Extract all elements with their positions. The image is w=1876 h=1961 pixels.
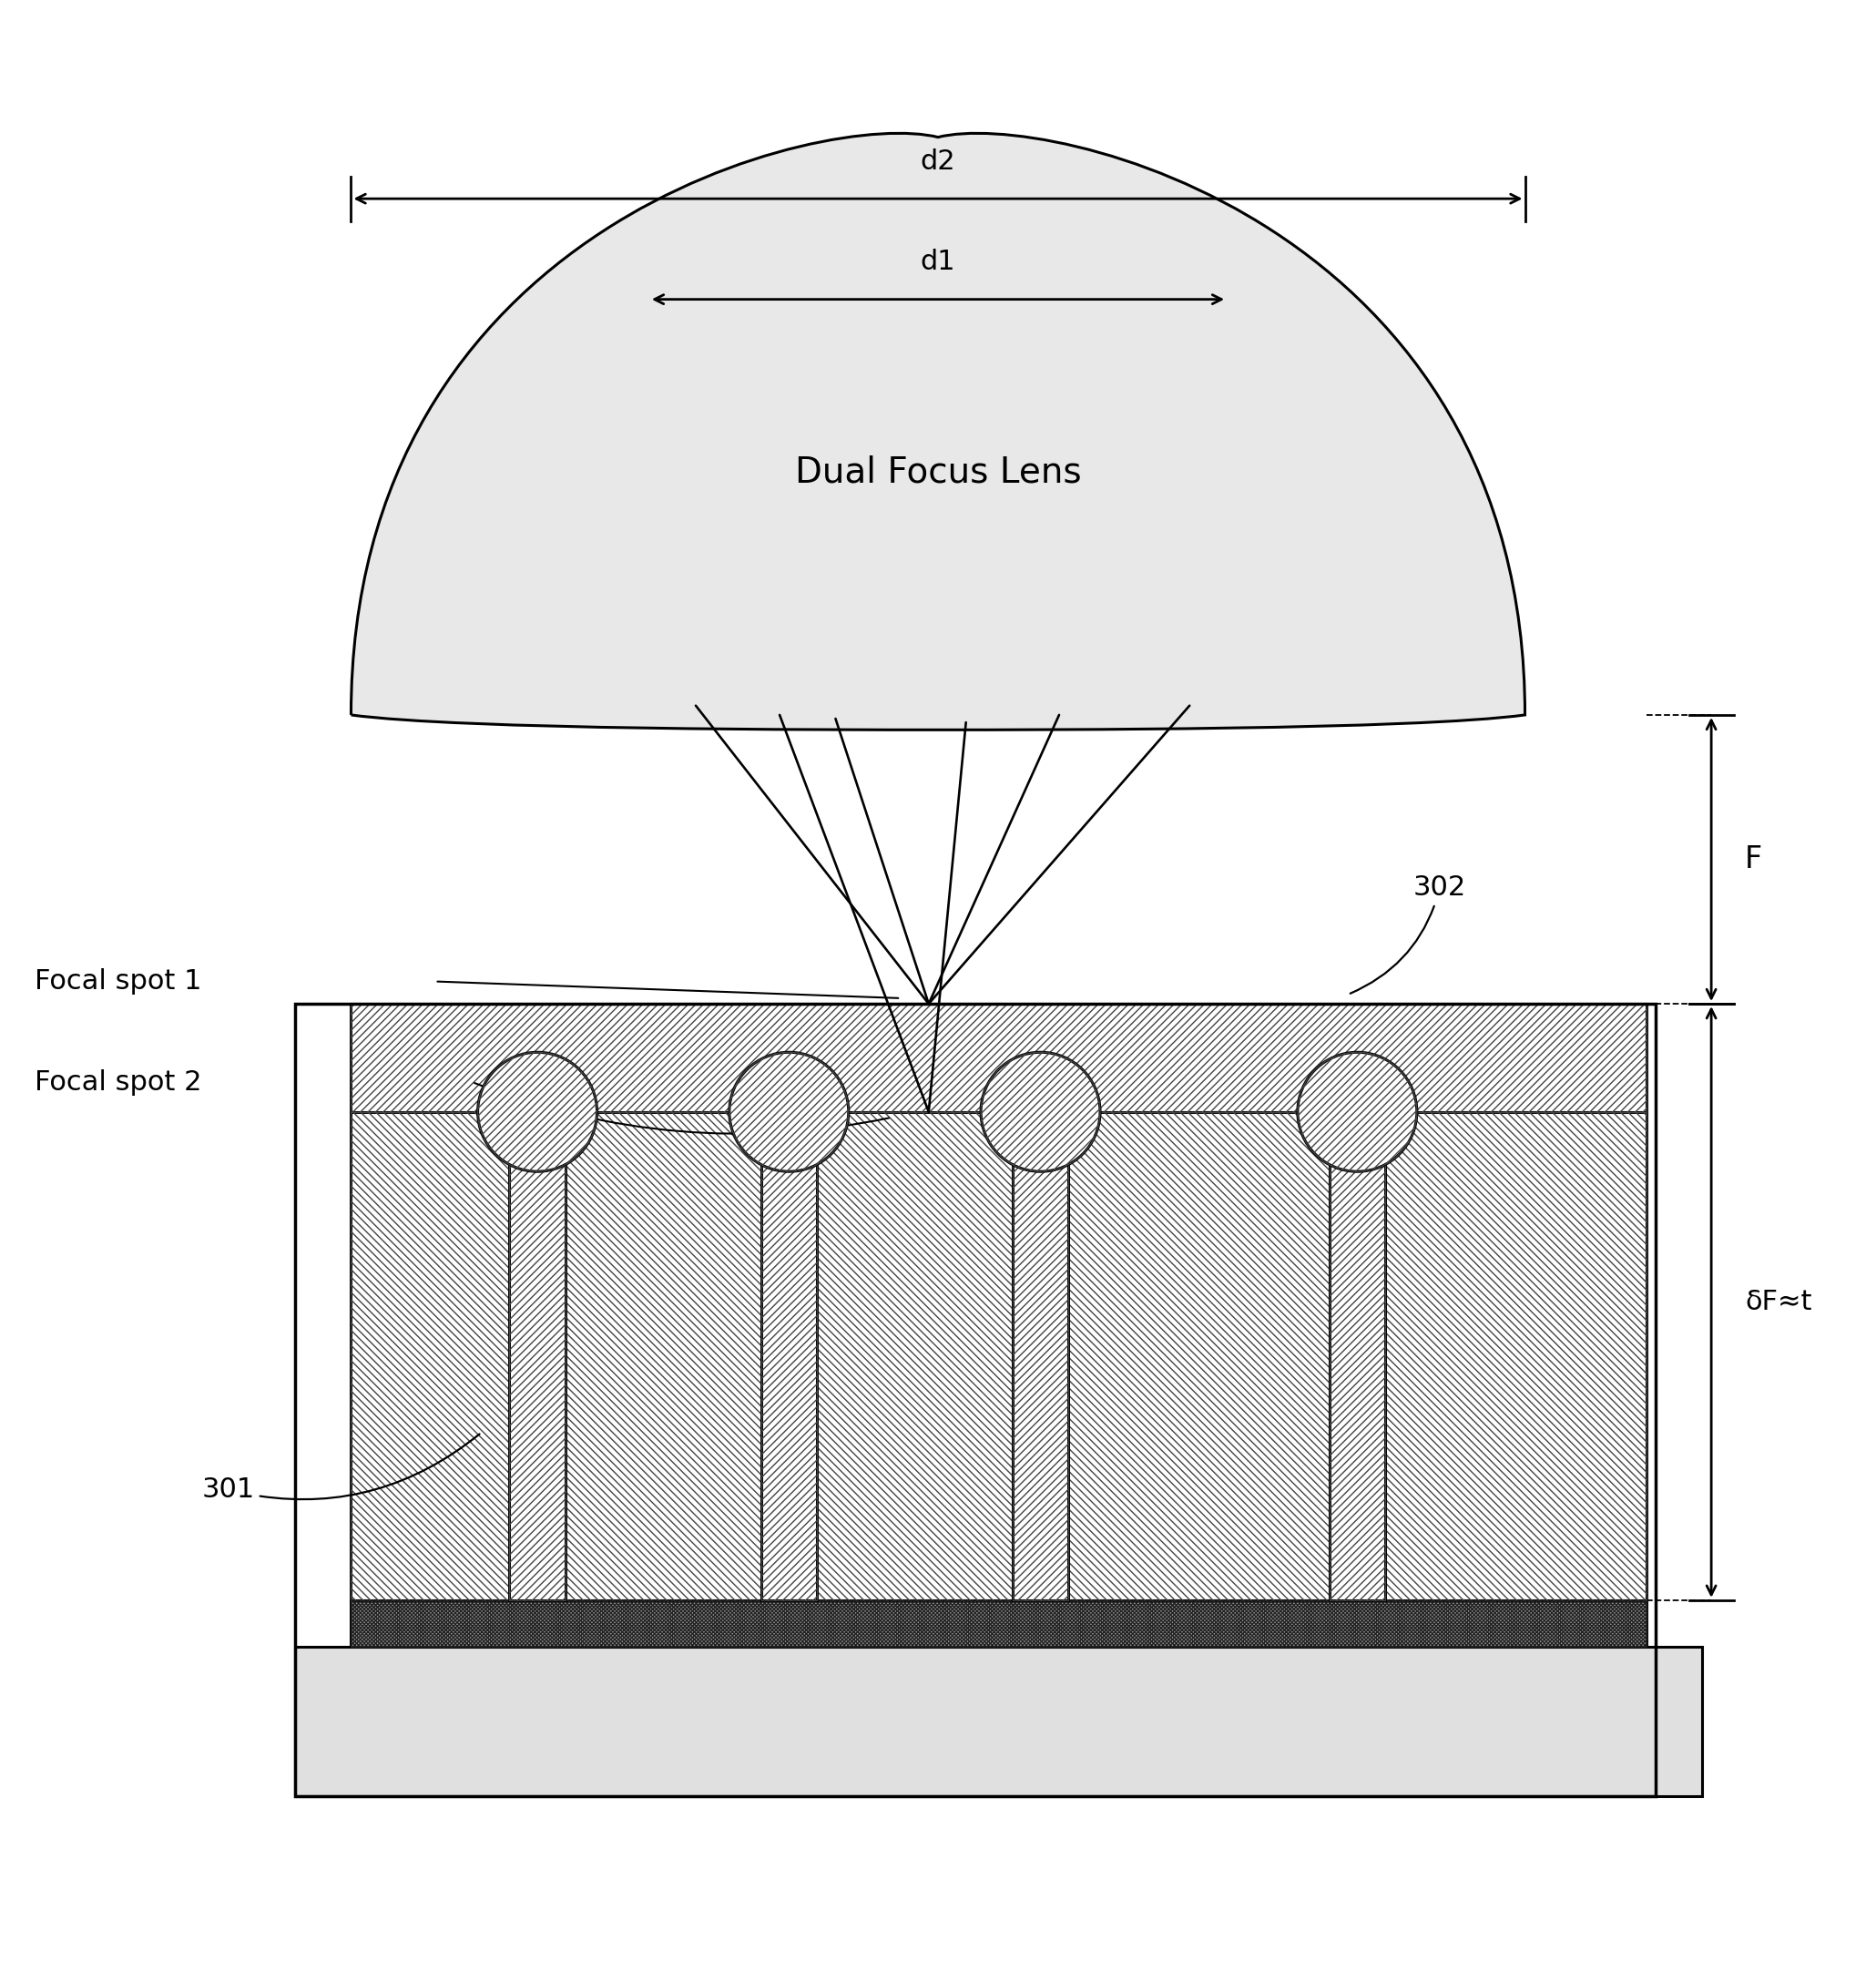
Text: F: F [1745, 845, 1762, 875]
Bar [762, 1112, 816, 1600]
Bar [510, 1112, 565, 1600]
Circle shape [730, 1053, 848, 1171]
Bar [351, 1112, 1645, 1600]
Bar [351, 1004, 1645, 1112]
Circle shape [981, 1053, 1099, 1171]
Text: Focal spot 1: Focal spot 1 [34, 969, 201, 994]
Bar [762, 1112, 816, 1600]
Text: 302: 302 [1351, 875, 1467, 994]
Bar [1330, 1112, 1384, 1600]
Text: d2: d2 [921, 149, 955, 175]
Text: δF≈t: δF≈t [1745, 1288, 1812, 1316]
Circle shape [478, 1053, 597, 1171]
PathPatch shape [351, 133, 1525, 729]
Bar [351, 1600, 1645, 1647]
Bar [1013, 1112, 1069, 1600]
Text: Focal spot 2: Focal spot 2 [34, 1069, 201, 1096]
Bar [295, 1647, 1702, 1796]
Bar [295, 1004, 1655, 1796]
Bar [351, 1600, 1645, 1647]
Bar [1013, 1112, 1069, 1600]
Bar [351, 1004, 1645, 1112]
Bar [1330, 1112, 1384, 1600]
Text: Dual Focus Lens: Dual Focus Lens [795, 455, 1081, 490]
Bar [510, 1112, 565, 1600]
Text: d1: d1 [921, 249, 955, 275]
Bar [351, 1112, 1645, 1600]
Circle shape [1298, 1053, 1416, 1171]
Text: 301: 301 [203, 1433, 480, 1504]
